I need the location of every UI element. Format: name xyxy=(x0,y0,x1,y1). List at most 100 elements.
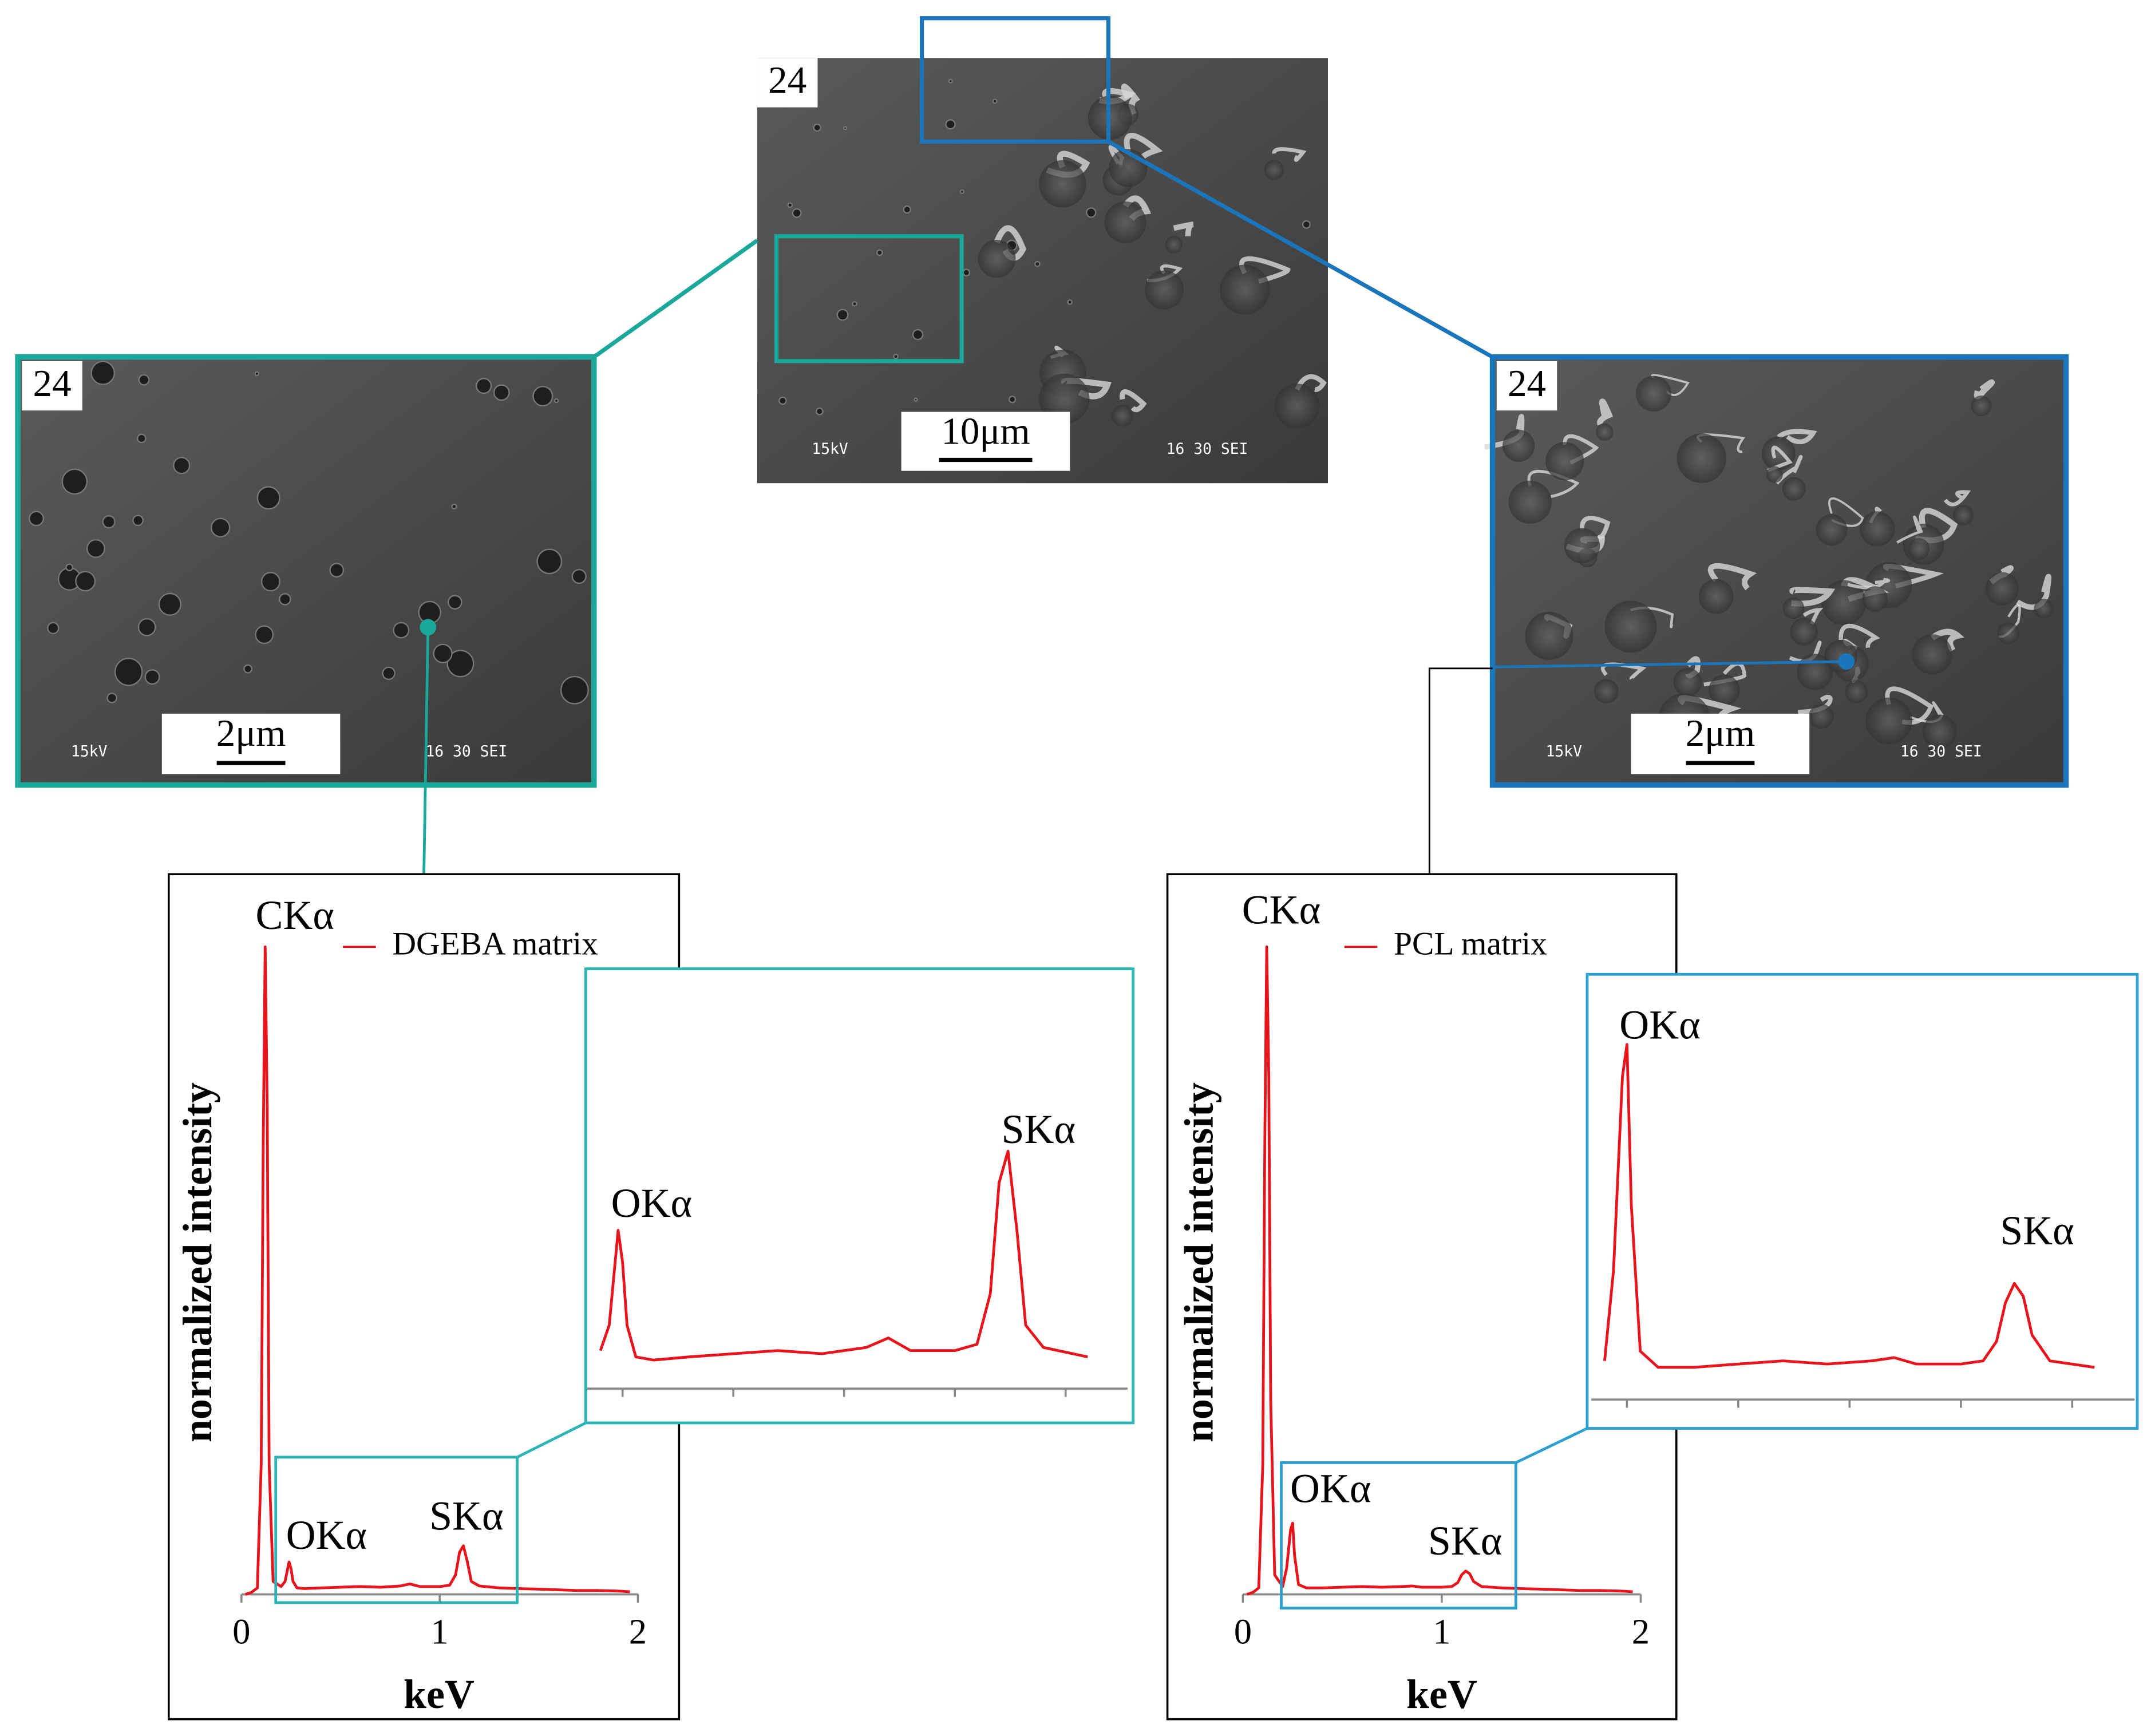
zoom-frame xyxy=(919,16,1111,144)
x-axis-label: keV xyxy=(1406,1671,1477,1717)
sem-feature xyxy=(876,249,883,256)
sem-feature xyxy=(903,205,912,214)
sem-feature xyxy=(1847,578,1891,590)
image-label: 24 xyxy=(1508,362,1546,405)
connector xyxy=(1515,1427,1588,1464)
sem-feature xyxy=(382,666,396,681)
sem-feature xyxy=(1604,600,1657,653)
sem-feature xyxy=(571,568,587,584)
sem-feature xyxy=(29,511,44,527)
sem-feature xyxy=(211,517,231,537)
sem-feature xyxy=(86,539,105,558)
image-border xyxy=(1489,354,2069,788)
sem-feature xyxy=(243,664,253,674)
sem-feature xyxy=(912,329,924,341)
sem-feature xyxy=(1651,374,1690,396)
sem-feature xyxy=(1673,667,1702,697)
sem-voltage: 15kV xyxy=(812,441,848,458)
image-label: 24 xyxy=(768,58,806,101)
sem-feature xyxy=(1782,477,1806,501)
sem-feature xyxy=(1039,160,1086,208)
sem-feature xyxy=(893,354,899,359)
sem-feature xyxy=(1816,514,1848,546)
sem-feature xyxy=(1502,429,1535,462)
sem-feature xyxy=(1802,608,1824,625)
sem-feature xyxy=(254,371,260,377)
sem-feature xyxy=(1790,618,1818,646)
scale-bar-label: 10μm xyxy=(941,410,1030,453)
sem-feature xyxy=(1508,480,1552,524)
x-tick-label: 0 xyxy=(1234,1612,1252,1652)
label-box xyxy=(22,361,82,411)
sem-feature xyxy=(476,378,492,394)
sem-feature xyxy=(1086,207,1097,218)
inset-spectrum-line xyxy=(1603,1043,2095,1369)
sem-feature xyxy=(1943,490,1971,507)
sem-feature xyxy=(61,468,88,495)
sem-feature xyxy=(1912,634,1952,675)
x-tick-label: 0 xyxy=(232,1612,250,1652)
sem-feature xyxy=(1860,511,1895,547)
sem-feature xyxy=(1862,586,1888,612)
image-border xyxy=(15,354,597,788)
probe-line xyxy=(422,627,430,875)
sem-feature xyxy=(102,515,116,529)
scale-bar-label: 2μm xyxy=(1686,711,1755,754)
sem-feature xyxy=(560,675,589,705)
sem-feature xyxy=(553,398,559,404)
sem-feature xyxy=(132,515,144,527)
sem-feature xyxy=(1635,375,1672,412)
peak-label: CKα xyxy=(1242,887,1321,932)
sem-feature xyxy=(1885,686,1934,725)
probe-line xyxy=(1428,667,1493,875)
peak-label: OKα xyxy=(286,1512,367,1558)
sem-feature xyxy=(1564,528,1600,564)
peak-label: OKα xyxy=(1290,1466,1371,1512)
sem-feature xyxy=(260,572,281,592)
sem-feature xyxy=(106,693,117,703)
sem-feature xyxy=(1985,572,2019,606)
x-tick-label: 1 xyxy=(1433,1612,1450,1652)
sem-voltage: 15kV xyxy=(1545,743,1582,760)
sem-feature xyxy=(1034,260,1041,267)
sem-feature xyxy=(1274,383,1320,429)
x-axis-label: keV xyxy=(404,1671,475,1717)
sem-feature xyxy=(815,407,824,416)
sem-info: 16 30 SEI xyxy=(1900,743,1982,760)
sem-feature xyxy=(1220,264,1270,315)
sem-feature xyxy=(532,386,553,407)
sem-feature xyxy=(1124,133,1163,159)
sem-feature xyxy=(173,457,191,474)
sem-feature xyxy=(1239,256,1291,284)
sem-feature xyxy=(1067,299,1073,305)
x-tick-label: 1 xyxy=(431,1612,449,1652)
sem-feature xyxy=(1953,505,1974,525)
sem-feature xyxy=(1923,714,1957,749)
sem-feature xyxy=(536,548,563,575)
sem-feature xyxy=(137,618,156,636)
sem-feature xyxy=(843,126,848,131)
sem-feature xyxy=(1930,628,1964,653)
sem-feature xyxy=(1008,396,1017,404)
sem-feature xyxy=(433,643,453,663)
y-axis-label: normalized intensity xyxy=(1176,1082,1221,1442)
sem-feature xyxy=(1809,703,1834,729)
scale-bar-label: 2μm xyxy=(216,711,286,754)
sem-feature xyxy=(1974,379,1995,400)
sem-feature xyxy=(813,123,821,132)
connector xyxy=(1107,140,1494,359)
zoom-frame xyxy=(774,234,964,363)
image-label: 24 xyxy=(33,362,72,405)
sem-feature xyxy=(962,268,971,276)
peak-label: SKα xyxy=(1428,1518,1502,1564)
y-axis-label: normalized intensity xyxy=(175,1082,220,1442)
sem-feature xyxy=(1039,373,1090,424)
sem-feature xyxy=(1676,433,1727,483)
label-box xyxy=(1496,361,1557,411)
sem-feature xyxy=(1828,497,1864,527)
probe-point xyxy=(1838,653,1855,670)
inset-peak-label: OKα xyxy=(611,1180,693,1226)
sem-feature xyxy=(114,658,143,686)
sem-feature xyxy=(1865,697,1912,745)
